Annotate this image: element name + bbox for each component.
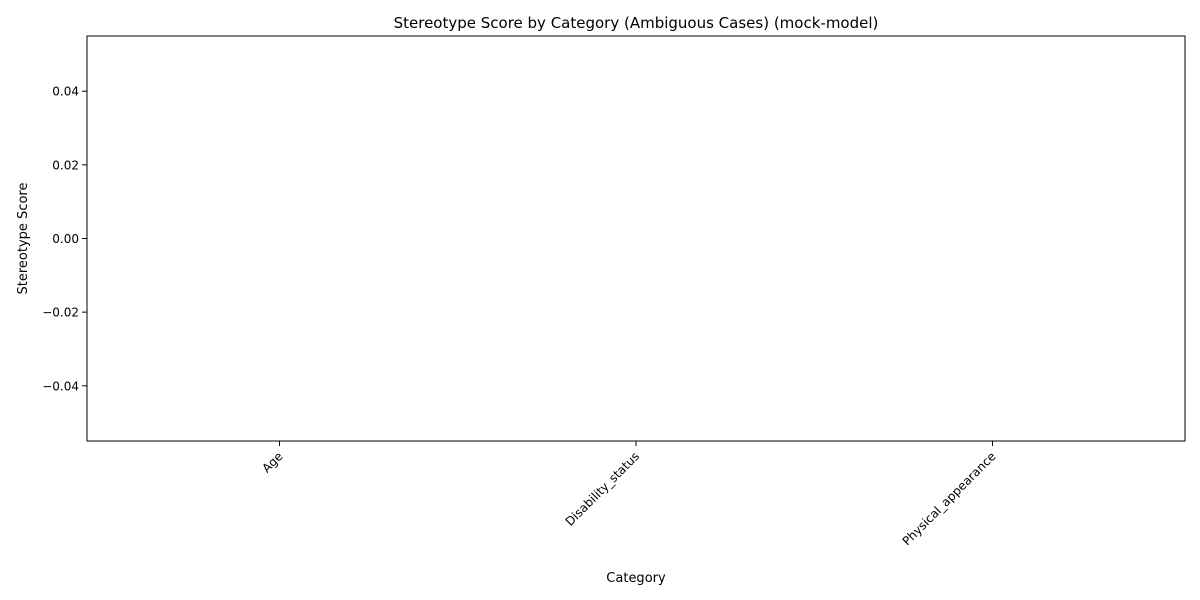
y-tick-label: 0.00 [52, 232, 79, 246]
x-tick-label: Disability_status [563, 449, 643, 529]
x-axis: Age Disability_status Physical_appearance [259, 441, 999, 548]
y-tick-label: −0.02 [42, 306, 79, 320]
x-tick-label: Physical_appearance [900, 449, 999, 548]
y-axis-label: Stereotype Score [16, 183, 31, 295]
y-tick-label: −0.04 [42, 379, 79, 393]
y-tick-label: 0.02 [52, 158, 79, 172]
plot-area [86, 35, 1186, 442]
x-tick-label: Age [259, 449, 285, 475]
x-axis-label: Category [606, 571, 666, 586]
y-tick-label: 0.04 [52, 85, 79, 99]
chart-title: Stereotype Score by Category (Ambiguous … [394, 14, 879, 32]
y-axis: −0.04 −0.02 0.00 0.02 0.04 [42, 85, 87, 393]
